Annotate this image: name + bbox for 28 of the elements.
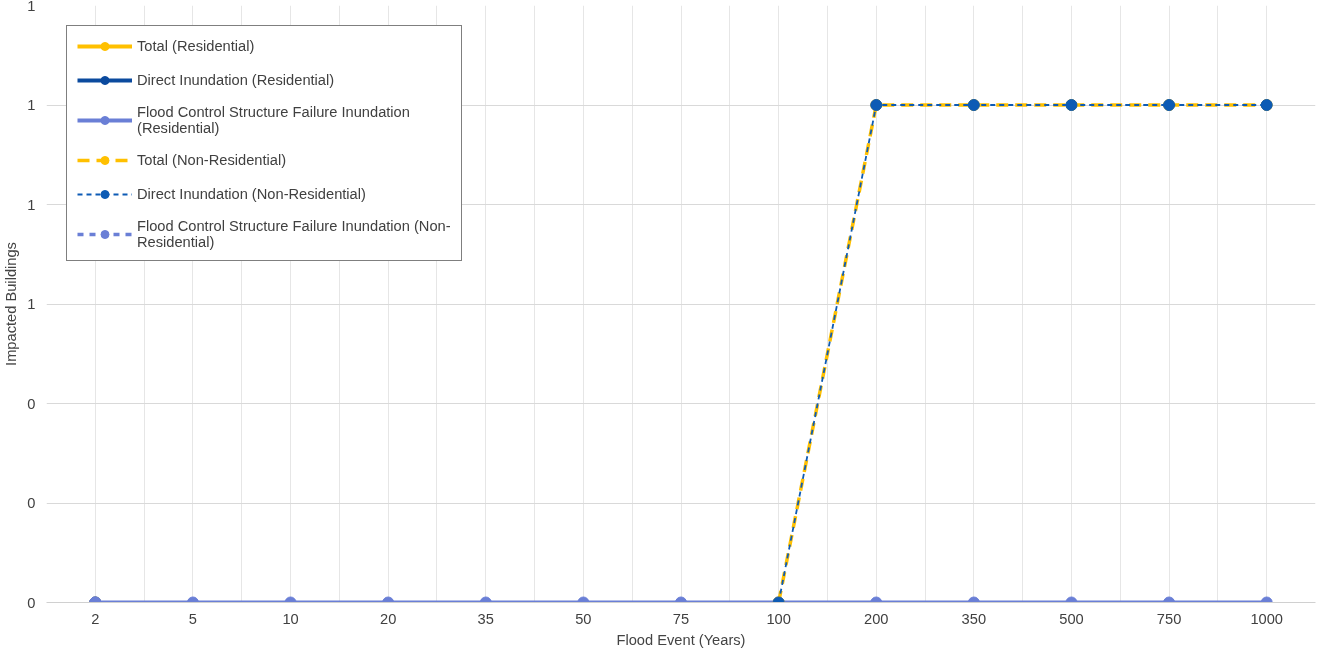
legend-label: Total (Non-Residential) [137,152,287,168]
x-tick-label: 350 [961,610,987,627]
y-axis-title: Impacted Buildings [3,242,20,366]
x-tick-label: 35 [477,610,494,627]
y-tick-label: 0 [27,395,36,412]
x-axis-title: Flood Event (Years) [616,631,746,648]
legend-label: Direct Inundation (Residential) [137,72,335,88]
legend-label: Flood Control Structure Failure Inundation (Residential) [137,104,410,136]
x-tick-label: 10 [282,610,299,627]
x-tick-label: 200 [864,610,889,627]
y-tick-label: 0 [27,594,36,611]
y-tick-label: 1 [27,296,36,312]
y-tick-label: 1 [27,97,36,113]
x-tick-label: 2 [91,610,100,627]
y-tick-label: 1 [27,0,36,14]
y-tick-label: 0 [27,495,36,511]
legend-label: Total (Residential) [137,38,255,54]
x-tick-label: 750 [1156,610,1182,627]
x-tick-label: 5 [188,610,197,627]
y-tick-label: 1 [27,196,36,213]
legend-label: Flood Control Structure Failure Inundation (Non-Residential) [137,218,451,250]
x-tick-label: 75 [672,610,690,627]
x-tick-label: 100 [766,610,791,627]
x-tick-label: 20 [380,610,397,627]
x-tick-label: 1000 [1250,610,1283,627]
x-tick-label: 500 [1059,610,1084,627]
legend-label: Direct Inundation (Non-Residential) [137,186,366,202]
x-tick-label: 50 [575,610,592,627]
